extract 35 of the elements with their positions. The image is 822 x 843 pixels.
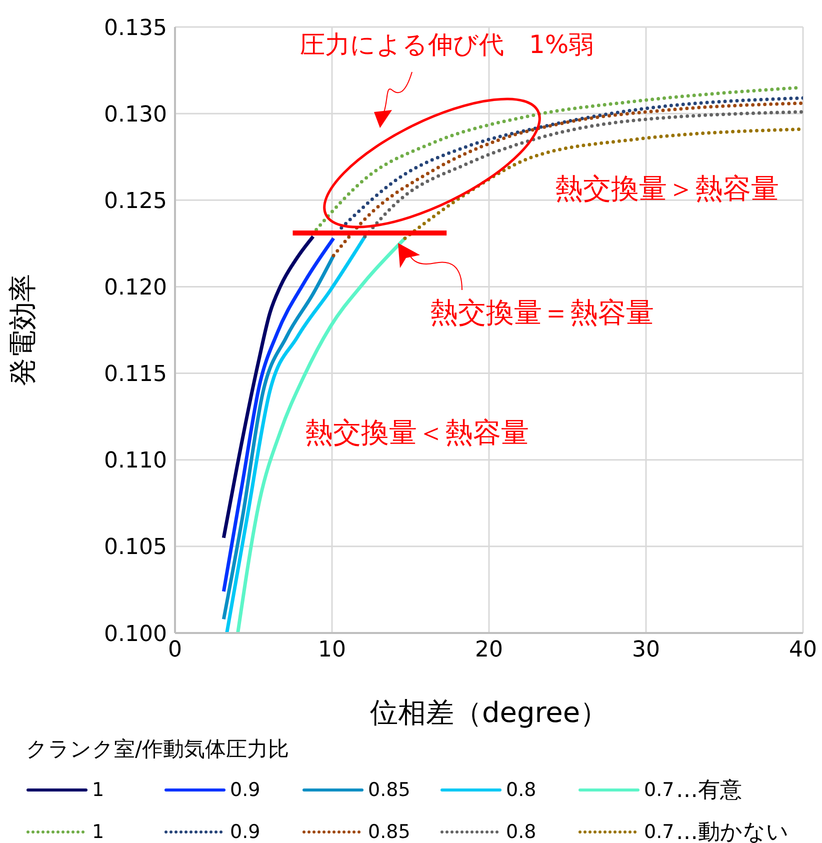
annotation: 圧力による伸び代 1%弱 [300,29,594,61]
y-tick-label: 0.125 [104,188,167,214]
legend-label: 0.7 [644,821,674,843]
x-tick-label: 10 [318,638,346,663]
y-tick-label: 0.115 [104,362,167,388]
legend-label: 0.85 [368,779,410,801]
line-series [403,127,803,240]
annotation: 熱交換量＞熱容量 [555,171,779,207]
x-tick-label: 30 [632,638,660,663]
legend-label: 1 [92,821,104,843]
x-axis-title: 位相差（degree） [370,696,608,729]
legend-title: クランク室/作動気体圧力比 [26,736,290,763]
legend-label: 0.9 [230,821,260,843]
legend-label: 0.9 [230,779,260,801]
legend-label: 0.7 [644,779,674,801]
line-series [332,101,803,258]
legend-label: 0.8 [506,779,536,801]
annotation: 熱交換量＜熱容量 [305,415,529,451]
y-tick-label: 0.100 [104,622,167,647]
x-tick-label: 20 [475,638,503,663]
y-tick-label: 0.130 [104,102,167,128]
y-tick-label: 0.110 [104,448,167,474]
text: …動かない [676,819,789,843]
y-tick-label: 0.135 [104,16,167,41]
legend-label: 0.8 [506,821,536,843]
text: …有意 [676,777,742,805]
legend-label: 0.85 [368,821,410,843]
x-tick-label: 40 [789,638,817,663]
line-series [363,110,803,238]
y-tick-label: 0.120 [104,276,167,301]
x-tick-label: 0 [168,638,182,663]
legend-label: 1 [92,779,104,801]
annotation: 熱交換量＝熱容量 [430,295,654,331]
y-axis-title: 発電効率 [6,274,39,386]
y-tick-label: 0.105 [104,535,167,560]
